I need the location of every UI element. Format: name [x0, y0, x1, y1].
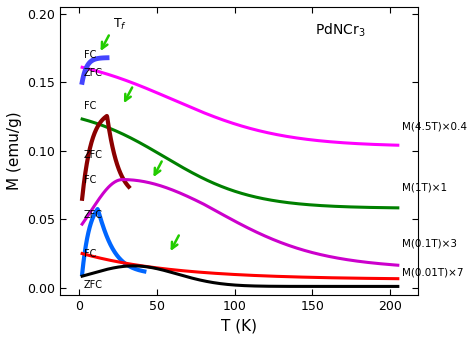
Text: FC: FC [84, 174, 96, 185]
Text: ZFC: ZFC [84, 210, 103, 220]
Text: M(0.1T)×3: M(0.1T)×3 [402, 239, 457, 249]
Text: M(4.5T)×0.4: M(4.5T)×0.4 [402, 121, 467, 131]
Text: PdNCr$_3$: PdNCr$_3$ [315, 21, 365, 39]
Y-axis label: M (emu/g): M (emu/g) [7, 112, 22, 190]
Text: FC: FC [84, 249, 96, 258]
Text: M(1T)×1: M(1T)×1 [402, 183, 447, 193]
X-axis label: T (K): T (K) [221, 318, 257, 333]
Text: ZFC: ZFC [84, 280, 103, 290]
Text: M(0.01T)×7: M(0.01T)×7 [402, 268, 464, 278]
Text: FC: FC [84, 101, 96, 111]
Text: FC: FC [84, 50, 96, 60]
Text: T$_f$: T$_f$ [113, 17, 127, 32]
Text: ZFC: ZFC [84, 68, 103, 78]
Text: ZFC: ZFC [84, 150, 103, 160]
